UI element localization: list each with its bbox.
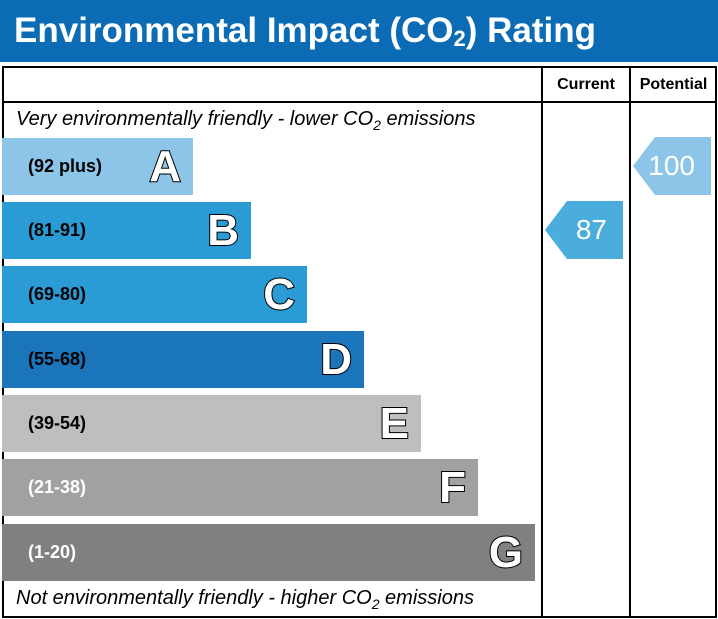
header-divider xyxy=(2,101,717,103)
column-divider xyxy=(541,66,543,618)
band-letter: C xyxy=(262,269,296,320)
band-letter: A xyxy=(148,141,182,192)
band-range: (55-68) xyxy=(28,349,87,369)
band-f: (21-38) F xyxy=(2,459,478,516)
band-range: (81-91) xyxy=(28,220,87,240)
band-letter: B xyxy=(206,205,240,256)
band-range: (69-80) xyxy=(28,284,87,304)
column-divider xyxy=(629,66,631,618)
band-a: (92 plus) A xyxy=(2,138,193,195)
band-e: (39-54) E xyxy=(2,395,421,452)
band-letter: F xyxy=(438,462,467,513)
chart-title: Environmental Impact (CO2) Rating xyxy=(0,0,718,62)
band-c: (69-80) C xyxy=(2,266,307,323)
band-range: (39-54) xyxy=(28,413,87,433)
band-range: (1-20) xyxy=(28,542,77,562)
top-note: Very environmentally friendly - lower CO… xyxy=(16,108,476,133)
band-letter: D xyxy=(319,334,353,385)
header-current: Current xyxy=(557,76,615,93)
band-range: (92 plus) xyxy=(28,156,103,176)
band-range: (21-38) xyxy=(28,477,87,497)
band-b: (81-91) B xyxy=(2,202,251,259)
band-d: (55-68) D xyxy=(2,331,364,388)
band-letter: E xyxy=(379,398,410,449)
current-rating-value: 87 xyxy=(575,214,607,245)
band-letter: G xyxy=(488,527,524,578)
header-potential: Potential xyxy=(639,76,708,93)
potential-rating-arrow: 100 xyxy=(633,137,711,195)
band-g: (1-20) G xyxy=(2,524,535,581)
bottom-note: Not environmentally friendly - higher CO… xyxy=(16,587,474,612)
potential-rating-value: 100 xyxy=(648,150,695,181)
